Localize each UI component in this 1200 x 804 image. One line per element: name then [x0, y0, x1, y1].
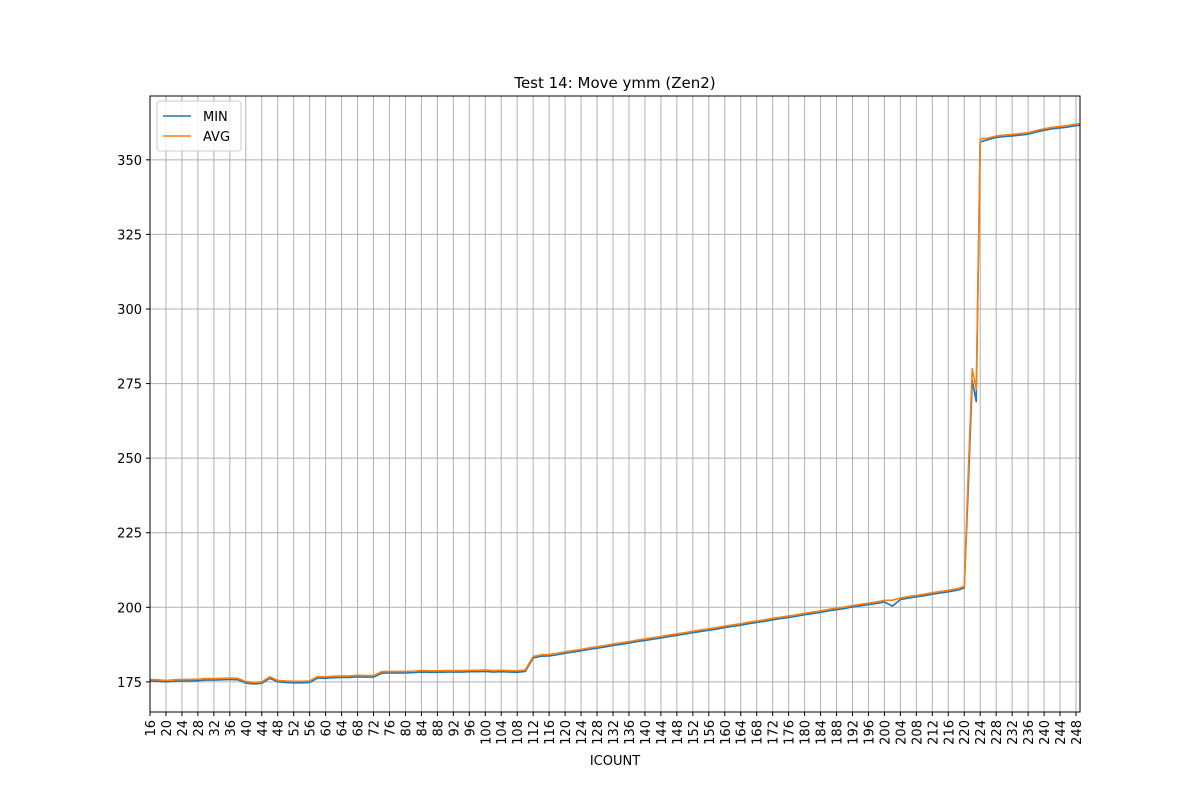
x-tick-label: 216 [942, 720, 957, 745]
x-tick-label: 28 [192, 720, 207, 737]
x-tick-label: 96 [463, 720, 478, 737]
x-tick-label: 180 [799, 720, 814, 745]
x-tick-label: 156 [703, 720, 718, 745]
y-tick-label: 250 [117, 452, 142, 467]
x-tick-label: 124 [575, 720, 590, 745]
y-tick-label: 175 [117, 676, 142, 691]
x-tick-label: 56 [304, 720, 319, 737]
legend-box [156, 100, 242, 152]
x-tick-label: 148 [671, 720, 686, 745]
x-tick-label: 16 [144, 720, 159, 737]
x-tick-label: 20 [160, 720, 175, 737]
x-tick-label: 184 [815, 720, 830, 745]
x-tick-label: 44 [256, 720, 271, 737]
x-tick-label: 140 [639, 720, 654, 745]
x-tick-label: 208 [910, 720, 925, 745]
line-series [149, 124, 1081, 685]
legend-label: MIN [203, 110, 228, 125]
x-tick-label: 88 [431, 720, 446, 737]
x-tick-label: 84 [415, 720, 430, 737]
x-tick-label: 152 [687, 720, 702, 745]
x-tick-label: 144 [655, 720, 670, 745]
x-tick-label: 196 [862, 720, 877, 745]
x-tick-label: 100 [479, 720, 494, 745]
x-tick-label: 48 [272, 720, 287, 737]
x-tick-label: 132 [607, 720, 622, 745]
legend: MIN AVG [156, 100, 242, 152]
y-tick-label: 275 [117, 378, 142, 393]
y-tick-label: 225 [117, 527, 142, 542]
x-tick-label: 212 [926, 720, 941, 745]
x-tick-label: 24 [176, 720, 191, 737]
axes-frame [149, 95, 1081, 713]
ticks: 175 200 225 250 275 300 325 350 16 20 24 28 32 36 40 44… [117, 154, 1085, 745]
x-tick-label: 188 [831, 720, 846, 745]
x-tick-label: 236 [1022, 720, 1037, 745]
x-axis-label: ICOUNT [590, 754, 640, 769]
x-tick-label: 224 [974, 720, 989, 745]
y-tick-label: 300 [117, 303, 142, 318]
y-tick-label: 350 [117, 154, 142, 169]
x-tick-label: 136 [623, 720, 638, 745]
x-tick-label: 248 [1070, 720, 1085, 745]
y-tick-label: 200 [117, 601, 142, 616]
x-tick-label: 104 [495, 720, 510, 745]
x-tick-label: 92 [447, 720, 462, 737]
x-tick-label: 64 [336, 720, 351, 737]
x-tick-label: 112 [527, 720, 542, 745]
x-tick-label: 192 [846, 720, 861, 745]
x-tick-label: 168 [751, 720, 766, 745]
x-tick-label: 36 [224, 720, 239, 737]
x-tick-label: 120 [559, 720, 574, 745]
x-tick-label: 128 [591, 720, 606, 745]
x-tick-label: 60 [320, 720, 335, 737]
x-tick-label: 176 [783, 720, 798, 745]
x-tick-label: 108 [511, 720, 526, 745]
x-tick-label: 240 [1038, 720, 1053, 745]
x-tick-label: 76 [383, 720, 398, 737]
legend-label: AVG [203, 130, 230, 145]
x-tick-label: 160 [719, 720, 734, 745]
x-tick-label: 172 [767, 720, 782, 745]
x-tick-label: 52 [288, 720, 303, 737]
x-tick-label: 116 [543, 720, 558, 745]
x-tick-label: 68 [352, 720, 367, 737]
chart-title: Test 14: Move ymm (Zen2) [513, 74, 715, 92]
line-series [149, 122, 1081, 684]
x-tick-label: 244 [1054, 720, 1069, 745]
x-tick-label: 72 [368, 720, 383, 737]
y-tick-label: 325 [117, 228, 142, 243]
x-tick-label: 220 [958, 720, 973, 745]
x-tick-label: 40 [240, 720, 255, 737]
x-tick-label: 80 [399, 720, 414, 737]
x-tick-label: 164 [735, 720, 750, 745]
x-tick-label: 204 [894, 720, 909, 745]
x-tick-label: 228 [990, 720, 1005, 745]
x-tick-label: 32 [208, 720, 223, 737]
x-tick-label: 200 [878, 720, 893, 745]
plot-area [149, 122, 1081, 685]
x-tick-label: 232 [1006, 720, 1021, 745]
